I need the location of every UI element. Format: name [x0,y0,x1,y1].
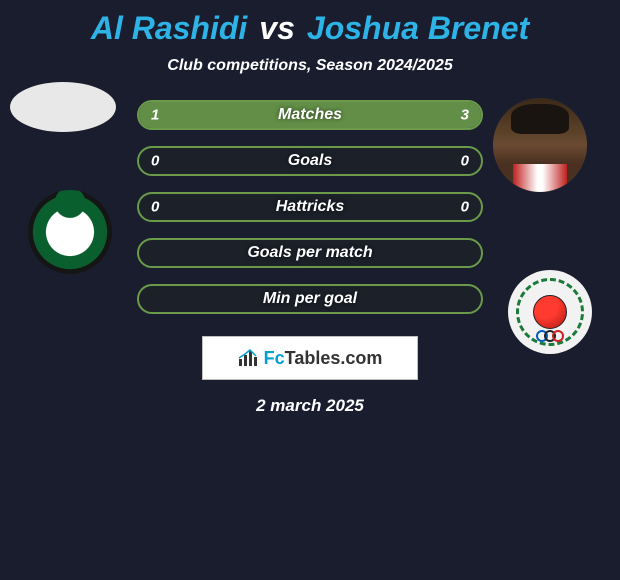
stat-value-left: 0 [151,153,159,170]
stat-row: Goals per match [137,238,483,268]
avatar-face [493,98,587,192]
stat-value-left: 1 [151,107,159,124]
stat-value-right: 0 [461,199,469,216]
stat-row: 0 0 Goals [137,146,483,176]
stat-value-right: 0 [461,153,469,170]
stat-label: Matches [278,106,342,124]
club2-ball-icon [533,295,567,329]
stat-value-right: 3 [461,107,469,124]
player2-avatar [490,95,590,195]
stat-label: Goals [288,152,332,170]
stat-value-left: 0 [151,199,159,216]
date-label: 2 march 2025 [256,396,364,416]
brand-prefix: Fc [264,348,285,368]
stats-list: 1 3 Matches 0 0 Goals 0 0 Hattricks Goals per mat… [137,100,483,314]
subtitle: Club competitions, Season 2024/2025 [167,57,452,75]
bar-chart-icon [238,349,260,367]
vs-label: vs [259,10,295,47]
brand-box[interactable]: FcTables.com [202,336,418,380]
club2-rings-icon [538,330,562,342]
page-title: Al Rashidi vs Joshua Brenet [91,10,529,47]
stat-row: Min per goal [137,284,483,314]
stat-label: Goals per match [247,244,372,262]
brand-text: FcTables.com [264,348,383,369]
player2-name: Joshua Brenet [307,10,529,47]
main-area: 1 3 Matches 0 0 Goals 0 0 Hattricks Goals per mat… [0,100,620,314]
ring-icon [552,330,564,342]
stat-label: Hattricks [276,198,344,216]
stat-label: Min per goal [263,290,357,308]
stat-row: 1 3 Matches [137,100,483,130]
player1-avatar [10,82,116,132]
player1-name: Al Rashidi [91,10,247,47]
stat-fill-right [225,102,482,128]
club2-badge [508,270,592,354]
stat-row: 0 0 Hattricks [137,192,483,222]
comparison-card: Al Rashidi vs Joshua Brenet Club competi… [0,0,620,416]
brand-suffix: Tables.com [285,348,383,368]
club1-badge [28,190,112,274]
